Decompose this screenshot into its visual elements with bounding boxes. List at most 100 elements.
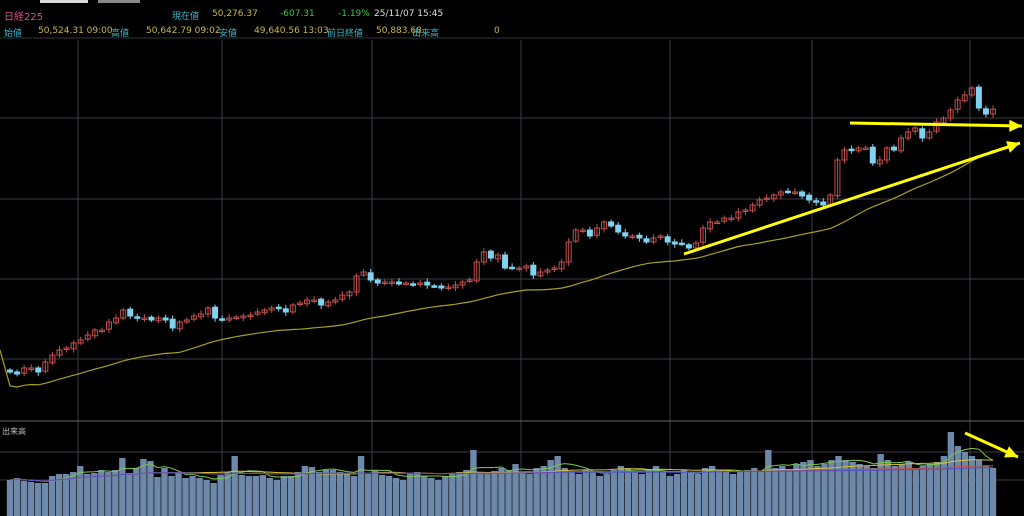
candle-up	[707, 221, 714, 230]
candle-up	[381, 281, 388, 284]
candle-up	[49, 354, 56, 364]
candle-up	[551, 267, 558, 270]
volume-arrow-arrowhead-icon	[1004, 446, 1018, 458]
candle-up	[226, 317, 233, 321]
candle-up	[791, 191, 798, 194]
candle-up	[205, 307, 212, 315]
volume-bar	[371, 471, 379, 516]
tab-1[interactable]	[40, 0, 88, 3]
volume-bar	[238, 475, 245, 516]
candle-up	[480, 251, 487, 263]
volume-bar	[112, 470, 119, 516]
candle-up	[84, 334, 91, 340]
candle-up	[197, 313, 204, 318]
volume-bar	[596, 476, 603, 516]
volume-bar	[55, 474, 63, 516]
volume-bar	[982, 466, 990, 516]
volume-bar	[561, 468, 568, 516]
candle-up	[650, 237, 657, 243]
volume-ma-line	[9, 447, 994, 482]
candle-up	[403, 282, 410, 285]
candle-down	[678, 242, 685, 246]
candle-up	[770, 194, 777, 200]
candle-up	[346, 291, 353, 297]
candle-up	[777, 191, 784, 196]
volume-bar	[919, 466, 926, 516]
volume-pane-label: 出来高	[2, 427, 26, 436]
volume-bar	[947, 432, 955, 516]
candle-up	[332, 299, 339, 303]
volume-bar	[308, 467, 316, 516]
candle-down	[14, 371, 21, 375]
volume-bar	[680, 470, 688, 516]
volume-bar	[168, 476, 175, 516]
volume-ma-line	[9, 467, 993, 482]
volume-bar	[856, 464, 863, 516]
candle-down	[212, 306, 219, 319]
volume-bar	[673, 474, 681, 516]
volume-bar	[926, 464, 934, 516]
volume-bar	[751, 468, 758, 516]
volume-bar	[744, 470, 751, 516]
candle-up	[417, 282, 424, 285]
tab-strip	[0, 0, 1024, 4]
candle-down	[431, 285, 438, 288]
volume-bar	[456, 472, 463, 516]
trendline-arrow-shaft	[683, 141, 1021, 256]
volume-bar	[175, 473, 182, 516]
candle-up	[990, 108, 996, 115]
volume-bar	[259, 475, 266, 516]
candle-up	[325, 301, 332, 307]
volume-bar	[182, 478, 189, 516]
volume-bar	[140, 459, 147, 516]
candle-up	[721, 217, 728, 222]
volume-bar	[27, 482, 35, 516]
volume-bar	[568, 472, 575, 516]
volume-bar	[652, 466, 660, 516]
volume-bar	[34, 483, 42, 516]
volume-bar	[708, 466, 716, 516]
candle-down	[318, 298, 325, 306]
candle-up	[714, 221, 721, 224]
high-value: 50,642.79 09:02	[146, 26, 221, 36]
candle-down	[622, 232, 629, 237]
candle-down	[367, 272, 374, 281]
volume-bar	[793, 464, 800, 516]
volume-bar	[449, 474, 456, 516]
volume-bar	[6, 480, 14, 516]
volume-bar	[400, 480, 407, 516]
candle-down	[586, 229, 593, 237]
tab-2[interactable]	[98, 0, 140, 3]
candle-down	[975, 86, 982, 109]
volume-bar	[91, 473, 98, 516]
candle-up	[42, 361, 49, 372]
volume-bar	[989, 468, 997, 516]
volume-bar	[912, 468, 919, 516]
volume-bar	[828, 460, 835, 516]
volume-bar	[428, 478, 435, 516]
volume-bar	[498, 468, 505, 516]
candle-up	[339, 294, 346, 300]
volume-bar	[877, 454, 884, 516]
candle-up	[841, 149, 848, 161]
candle-up	[629, 235, 636, 238]
volume-bar	[645, 470, 653, 516]
candle-up	[749, 204, 756, 212]
prev-close-value: 50,883.68	[376, 26, 422, 36]
volume-bar	[898, 464, 905, 516]
volume-bar	[294, 472, 302, 516]
candle-down	[162, 317, 169, 321]
candle-up	[459, 281, 466, 286]
volume-bar	[582, 470, 589, 516]
candle-up	[289, 304, 296, 313]
candle-up	[961, 94, 968, 102]
volume-bar	[800, 462, 807, 516]
prev-close-label: 前日終値	[327, 29, 364, 39]
volume-bar	[968, 456, 976, 516]
volume-bar	[350, 476, 358, 516]
candle-up	[898, 137, 905, 152]
candle-up	[558, 261, 565, 270]
candle-up	[601, 221, 608, 230]
volume-bar	[414, 472, 421, 516]
